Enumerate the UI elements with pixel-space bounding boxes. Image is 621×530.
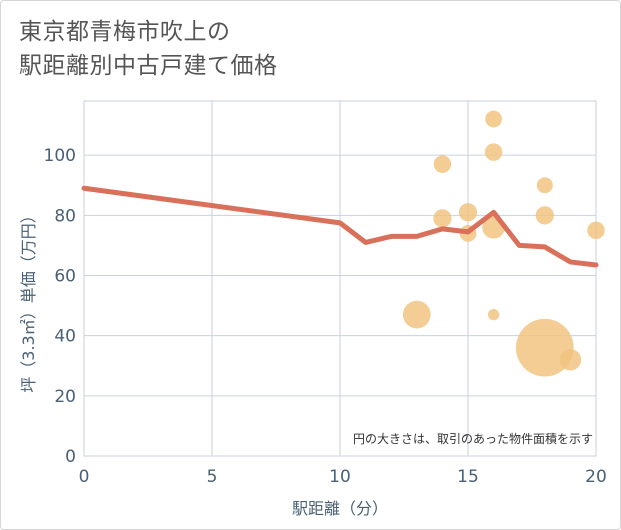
x-tick-label: 15 xyxy=(457,467,479,487)
bubble-point xyxy=(536,177,553,194)
x-tick-label: 5 xyxy=(207,467,218,487)
bubble-point xyxy=(487,308,500,321)
y-tick-label: 60 xyxy=(54,266,76,286)
size-annotation: 円の大きさは、取引のあった物件面積を示す xyxy=(353,431,593,446)
title-line-2: 駅距離別中古戸建て価格 xyxy=(19,53,278,79)
bubble-point xyxy=(433,209,452,228)
y-axis-ticks: 0 20 40 60 80 100 xyxy=(44,146,76,467)
x-tick-label: 20 xyxy=(585,467,607,487)
y-tick-label: 100 xyxy=(44,146,76,166)
bubble-point xyxy=(484,143,503,161)
y-tick-label: 40 xyxy=(54,327,76,347)
x-axis-label: 駅距離（分） xyxy=(292,499,388,518)
x-tick-label: 0 xyxy=(79,467,90,487)
bubble-point xyxy=(402,300,431,329)
bubble-point xyxy=(587,221,605,240)
bubble-point xyxy=(515,318,574,377)
average-line-series xyxy=(81,185,599,268)
bubble-point xyxy=(433,155,452,173)
chart-title: 東京都青梅市吹上の 駅距離別中古戸建て価格 xyxy=(19,15,278,83)
x-tick-label: 10 xyxy=(329,467,351,487)
y-axis-label: 坪（3.3㎡）単価（万円） xyxy=(19,207,38,392)
grid-lines xyxy=(83,100,597,457)
bubble-point xyxy=(458,203,478,222)
title-line-1: 東京都青梅市吹上の xyxy=(19,19,231,45)
bubble-point xyxy=(485,110,502,128)
y-tick-label: 20 xyxy=(54,387,76,407)
x-axis-ticks: 0 5 10 15 20 xyxy=(79,467,607,487)
bubble-point xyxy=(559,348,582,371)
y-tick-label: 80 xyxy=(54,206,76,226)
y-tick-label: 0 xyxy=(65,447,76,467)
average-price-line xyxy=(81,185,599,268)
bubble-series xyxy=(402,110,605,377)
bubble-point xyxy=(535,206,554,225)
